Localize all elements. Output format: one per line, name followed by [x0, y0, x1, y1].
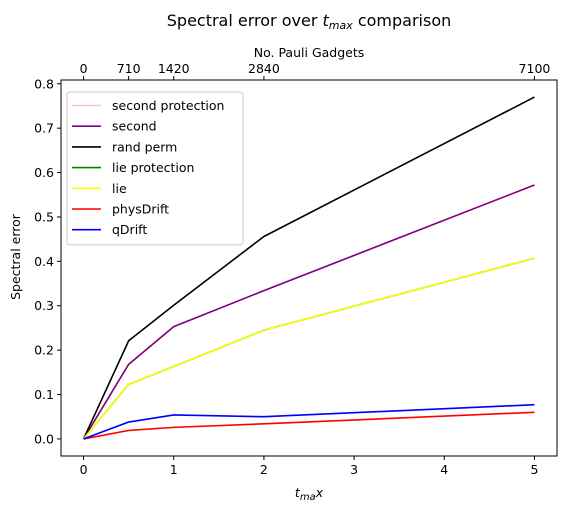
legend-entry-label: qDrift	[112, 222, 147, 237]
x-tick-label: 3	[350, 462, 358, 477]
top-x-axis-label: No. Pauli Gadgets	[254, 45, 365, 60]
top-x-tick-label: 2840	[248, 61, 280, 76]
legend-entry-label: lie	[112, 181, 127, 196]
top-x-tick-label: 1420	[158, 61, 190, 76]
x-axis: 0 1 2 3 4 5	[80, 456, 538, 477]
legend-entry-label: lie protection	[112, 160, 194, 175]
x-axis-label-sub: ma	[300, 492, 316, 503]
series-line-qdrift	[83, 403, 535, 440]
series-line-physdrift	[83, 411, 535, 440]
y-tick-label: 0.7	[34, 121, 54, 136]
x-tick-label: 5	[530, 462, 538, 477]
y-tick-label: 0.2	[34, 343, 54, 358]
chart-title-main: Spectral error over	[167, 11, 323, 30]
series-line-second	[82, 184, 535, 440]
x-tick-label: 2	[260, 462, 268, 477]
series-line-rand-perm	[82, 96, 535, 440]
y-tick-label: 0.8	[34, 76, 54, 91]
y-tick-label: 0.0	[34, 431, 54, 446]
legend-entry-label: second protection	[112, 98, 224, 113]
y-tick-label: 0.3	[34, 298, 54, 313]
top-x-tick-label: 7100	[519, 61, 551, 76]
x-axis-label: tmax	[295, 485, 324, 503]
plot-area-border	[60, 79, 558, 457]
chart-title-sub: max	[329, 19, 353, 32]
top-x-tick-label: 0	[80, 61, 88, 76]
y-tick-label: 0.4	[34, 254, 54, 269]
x-tick-label: 0	[80, 462, 88, 477]
legend-entry-label: rand perm	[112, 139, 177, 154]
y-tick-label: 0.1	[34, 387, 54, 402]
y-axis-label: Spectral error	[8, 213, 23, 300]
x-tick-label: 1	[170, 462, 178, 477]
y-axis: 0.0 0.1 0.2 0.3 0.4 0.5 0.6 0.7 0.8	[34, 76, 61, 446]
series-lines	[82, 96, 535, 440]
legend-box	[66, 91, 244, 246]
x-tick-label: 4	[440, 462, 448, 477]
series-line-lie	[82, 257, 535, 440]
top-x-axis: 0 710 1420 2840 7100	[80, 61, 551, 80]
legend-entry-label: physDrift	[112, 202, 169, 217]
chart-title-var: t	[322, 11, 329, 30]
legend-entry-label: second	[112, 119, 157, 134]
x-axis-label-var: t	[295, 485, 301, 500]
chart-title-tail: comparison	[353, 11, 452, 30]
legend: second protection second rand perm lie prot…	[66, 91, 244, 246]
y-tick-label: 0.5	[34, 209, 54, 224]
plot-frame	[60, 79, 558, 457]
x-axis-label-tail: x	[315, 485, 324, 500]
y-tick-label: 0.6	[34, 165, 54, 180]
series-line-lie-protection	[82, 257, 535, 440]
top-x-tick-label: 710	[117, 61, 141, 76]
chart-title: Spectral error over tmax comparison	[167, 11, 452, 32]
